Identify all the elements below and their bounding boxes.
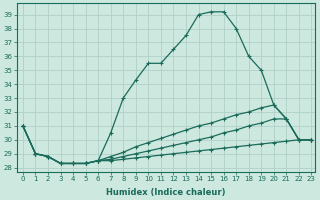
X-axis label: Humidex (Indice chaleur): Humidex (Indice chaleur) <box>106 188 226 197</box>
